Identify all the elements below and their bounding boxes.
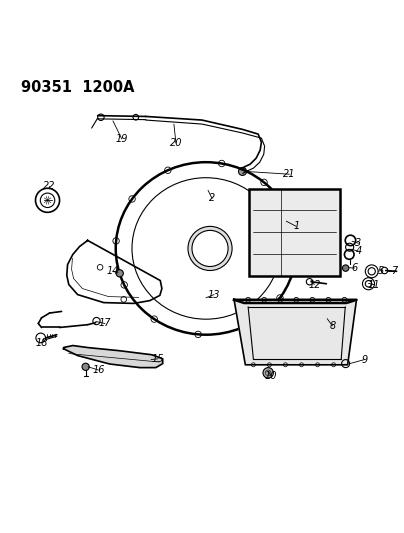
Text: 16: 16 xyxy=(92,365,105,375)
Text: 7: 7 xyxy=(391,265,397,276)
Text: 21: 21 xyxy=(283,169,296,179)
Circle shape xyxy=(343,265,349,271)
Polygon shape xyxy=(63,345,163,368)
Text: 18: 18 xyxy=(35,338,48,348)
Text: 5: 5 xyxy=(377,265,384,276)
Circle shape xyxy=(192,230,228,266)
Polygon shape xyxy=(234,300,356,303)
Text: 15: 15 xyxy=(152,354,164,364)
Text: 90351  1200A: 90351 1200A xyxy=(21,80,135,95)
Text: 1: 1 xyxy=(293,221,299,231)
Text: 4: 4 xyxy=(356,246,362,256)
Text: 2: 2 xyxy=(209,193,215,203)
Circle shape xyxy=(263,368,274,378)
Text: 20: 20 xyxy=(170,138,182,148)
Text: 12: 12 xyxy=(308,279,321,289)
Text: 11: 11 xyxy=(368,279,380,289)
Text: 10: 10 xyxy=(265,371,277,381)
Text: 3: 3 xyxy=(356,238,362,248)
Text: 9: 9 xyxy=(361,354,368,365)
Circle shape xyxy=(238,167,246,175)
Circle shape xyxy=(116,270,123,277)
Polygon shape xyxy=(234,300,356,365)
Text: 17: 17 xyxy=(99,319,111,328)
Text: 8: 8 xyxy=(329,321,336,331)
Text: 14: 14 xyxy=(107,266,119,276)
Text: 13: 13 xyxy=(208,289,220,300)
Text: 19: 19 xyxy=(116,134,128,144)
Circle shape xyxy=(188,227,232,271)
Circle shape xyxy=(82,363,89,370)
FancyBboxPatch shape xyxy=(249,189,340,276)
Text: 22: 22 xyxy=(42,181,55,191)
Text: 6: 6 xyxy=(351,263,358,273)
